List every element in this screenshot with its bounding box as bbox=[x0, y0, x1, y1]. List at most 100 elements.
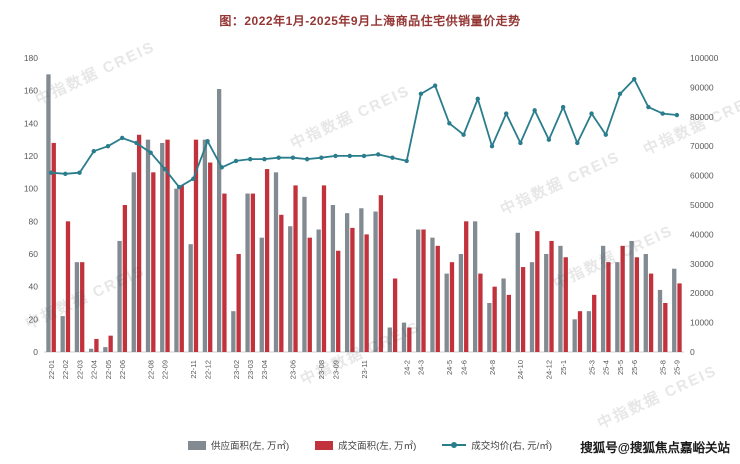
supply-bar bbox=[600, 245, 606, 352]
supply-bar bbox=[60, 316, 65, 352]
supply-bar bbox=[88, 348, 94, 352]
price-marker bbox=[617, 91, 623, 97]
transaction-bar bbox=[378, 195, 384, 352]
supply-bar bbox=[629, 240, 634, 352]
supply-area-swatch bbox=[188, 440, 207, 450]
x-axis-tick: 25-5 bbox=[616, 360, 625, 375]
supply-bar bbox=[643, 254, 648, 352]
supply-bar bbox=[74, 262, 80, 352]
price-marker bbox=[418, 91, 424, 97]
average-price-line bbox=[51, 78, 677, 188]
transaction-bar bbox=[179, 185, 184, 352]
x-axis-tick: 25-9 bbox=[673, 360, 682, 375]
price-marker bbox=[347, 153, 352, 159]
transaction-bar bbox=[94, 338, 99, 352]
transaction-bar bbox=[165, 139, 170, 352]
price-marker bbox=[376, 152, 381, 157]
right-axis-tick: 0 bbox=[690, 347, 695, 357]
right-axis-tick: 10000 bbox=[690, 318, 714, 328]
x-axis-tick: 22-09 bbox=[161, 360, 170, 379]
supply-bar bbox=[487, 303, 492, 352]
x-axis-tick: 23-03 bbox=[246, 360, 255, 379]
left-axis-tick: 20 bbox=[29, 314, 39, 324]
supply-bar bbox=[416, 229, 421, 352]
transaction-bar bbox=[634, 257, 640, 352]
x-axis-tick: 22-08 bbox=[146, 360, 155, 379]
price-marker bbox=[134, 140, 139, 146]
supply-bar bbox=[558, 245, 563, 352]
price-marker bbox=[575, 140, 580, 146]
x-axis-tick: 22-06 bbox=[118, 360, 127, 379]
transaction-bar bbox=[677, 283, 682, 352]
transaction-bar bbox=[350, 227, 355, 352]
price-marker bbox=[518, 140, 523, 146]
legend-label-supply-area: 供应面积(左, 万㎡) bbox=[211, 441, 290, 452]
transaction-bar bbox=[449, 262, 455, 352]
price-marker bbox=[475, 96, 480, 102]
transaction-bar bbox=[279, 214, 284, 352]
supply-bar bbox=[615, 262, 620, 352]
transaction-bar bbox=[464, 221, 469, 352]
right-axis-tick: 60000 bbox=[690, 171, 714, 181]
x-axis-tick: 24-8 bbox=[488, 360, 497, 375]
x-axis-tick: 22-03 bbox=[75, 360, 84, 379]
price-marker bbox=[660, 111, 665, 116]
transaction-bar bbox=[563, 257, 568, 352]
supply-bar bbox=[231, 311, 236, 352]
price-marker bbox=[48, 170, 54, 175]
price-marker bbox=[162, 166, 168, 172]
right-axis-tick: 50000 bbox=[690, 200, 714, 210]
price-marker bbox=[233, 158, 239, 164]
price-marker bbox=[404, 158, 409, 164]
transaction-area-swatch bbox=[315, 440, 334, 450]
supply-bar bbox=[131, 172, 136, 352]
left-axis-tick: 160 bbox=[24, 86, 38, 96]
x-axis-tick: 24-6 bbox=[459, 360, 468, 375]
supply-bar bbox=[387, 327, 392, 352]
price-marker bbox=[63, 171, 68, 177]
x-axis-tick: 25-3 bbox=[587, 360, 596, 375]
x-axis-tick: 25-6 bbox=[630, 360, 639, 375]
left-axis-tick: 120 bbox=[24, 151, 38, 161]
supply-bar bbox=[302, 196, 307, 352]
transaction-bar bbox=[620, 245, 625, 352]
price-marker bbox=[148, 150, 153, 155]
supply-bar bbox=[515, 232, 520, 352]
price-marker bbox=[603, 132, 608, 137]
left-axis-tick: 100 bbox=[24, 184, 38, 194]
supply-bar bbox=[188, 244, 193, 352]
chart-area: 0 20 40 60 80 100 120 140 160 180 0 10000 20000 30000… bbox=[0, 34, 740, 432]
left-axis-tick: 140 bbox=[24, 118, 38, 128]
supply-bar bbox=[544, 254, 549, 352]
right-axis-tick: 20000 bbox=[690, 288, 714, 298]
supply-bar bbox=[174, 188, 179, 352]
transaction-bar bbox=[321, 185, 327, 352]
transaction-bar bbox=[478, 273, 483, 352]
transaction-bar bbox=[520, 267, 526, 352]
transaction-bar bbox=[80, 262, 85, 352]
price-marker bbox=[361, 153, 367, 159]
transaction-bar bbox=[606, 262, 611, 352]
price-marker bbox=[120, 135, 125, 141]
price-marker bbox=[205, 139, 210, 144]
x-axis-tick: 24-2 bbox=[402, 360, 411, 375]
supply-bar bbox=[572, 319, 577, 352]
right-axis-tick: 100000 bbox=[690, 53, 719, 63]
x-axis-tick: 25-1 bbox=[559, 360, 568, 375]
average-price-marker bbox=[451, 442, 458, 448]
price-markers-layer bbox=[48, 76, 680, 190]
supply-bar bbox=[103, 347, 108, 352]
right-axis-tick: 70000 bbox=[690, 141, 714, 151]
transaction-bar bbox=[549, 240, 554, 352]
transaction-bar bbox=[592, 294, 597, 352]
legend-label-average-price: 成交均价(右, 元/㎡) bbox=[471, 441, 552, 452]
transaction-bar bbox=[407, 327, 412, 352]
supply-bar bbox=[288, 226, 293, 352]
transaction-bar bbox=[264, 169, 270, 352]
bars-layer bbox=[46, 74, 682, 353]
legend-item-average-price: 成交均价(右, 元/㎡) bbox=[442, 438, 552, 452]
transaction-bar bbox=[293, 185, 298, 352]
transaction-bar bbox=[51, 142, 56, 352]
price-marker bbox=[191, 176, 196, 182]
supply-bar bbox=[529, 262, 535, 352]
